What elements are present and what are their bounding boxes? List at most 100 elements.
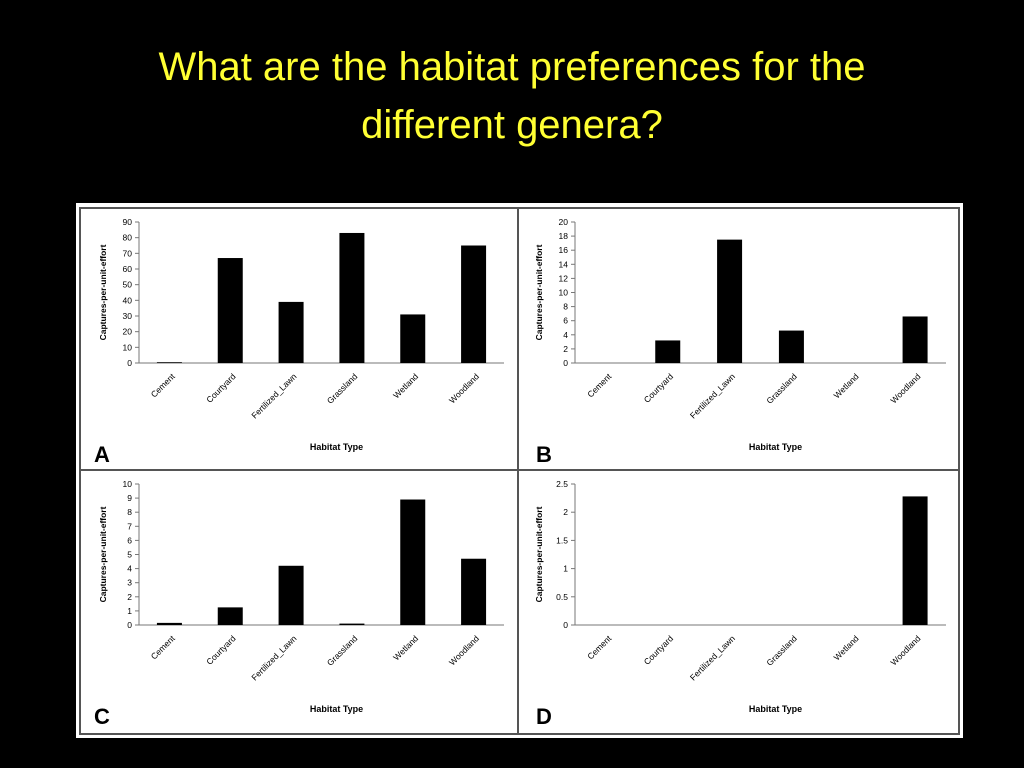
y-tick-label: 30 [123, 311, 133, 321]
bar-fertilized-lawn [278, 301, 304, 363]
y-tick-label: 2 [127, 592, 132, 602]
y-tick-label: 0.5 [556, 592, 568, 602]
slide-title-line-2: different genera? [361, 103, 663, 147]
x-tick-label: Cement [149, 371, 178, 400]
y-tick-label: 10 [123, 342, 133, 352]
charts-svg: 0102030405060708090Captures-per-unit-eff… [79, 207, 960, 735]
panel-label: C [94, 704, 110, 729]
x-axis-title: Habitat Type [749, 442, 802, 452]
y-tick-label: 2 [563, 344, 568, 354]
y-tick-label: 0 [563, 620, 568, 630]
y-axis-title: Captures-per-unit-effort [98, 506, 108, 602]
y-tick-label: 50 [123, 280, 133, 290]
y-tick-label: 0 [127, 620, 132, 630]
x-tick-label: Woodland [888, 633, 922, 667]
x-tick-label: Grassland [764, 633, 799, 668]
bar-cement [156, 622, 182, 625]
y-axis-title: Captures-per-unit-effort [534, 506, 544, 602]
y-tick-label: 10 [123, 479, 133, 489]
y-tick-label: 8 [127, 507, 132, 517]
x-tick-label: Grassland [325, 633, 360, 668]
slide-title: What are the habitat preferences for the… [40, 38, 984, 154]
y-tick-label: 14 [559, 259, 569, 269]
bar-wetland [400, 499, 426, 625]
x-tick-label: Grassland [325, 371, 360, 406]
bar-courtyard [655, 340, 681, 363]
bar-woodland [902, 496, 928, 625]
y-tick-label: 2 [563, 507, 568, 517]
chart-panel-c: 0 1 2 3 4 5 6 7 8 9 10 Captures-per-unit-effort Ceme… [94, 479, 504, 729]
x-tick-label: Courtyard [204, 371, 238, 405]
chart-panel-b: 0 2 4 6 8 10 12 14 16 18 20 Captures-per-unit-effor… [534, 217, 946, 467]
y-axis-title: Captures-per-unit-effort [534, 244, 544, 340]
chart-panel-a: 0 10 20 30 40 50 60 70 80 90 Captures-per-unit-eff… [94, 217, 504, 467]
bar-fertilized-lawn [717, 239, 743, 363]
y-tick-label: 7 [127, 521, 132, 531]
bar-grassland [339, 232, 365, 363]
y-tick-label: 9 [127, 493, 132, 503]
y-tick-label: 90 [123, 217, 133, 227]
y-tick-label: 80 [123, 233, 133, 243]
x-tick-label: Cement [149, 633, 178, 662]
chart-panel-d: 0 0.5 1 1.5 2 2.5 Captures-per-unit-effort Ceme… [534, 479, 946, 729]
y-axis-title: Captures-per-unit-effort [98, 244, 108, 340]
x-tick-label: Wetland [391, 633, 420, 662]
x-tick-label: Fertilized_Lawn [249, 371, 298, 420]
y-tick-label: 12 [559, 273, 569, 283]
x-tick-label: Fertilized_Lawn [688, 371, 737, 420]
y-tick-label: 1 [563, 564, 568, 574]
bar-wetland [400, 314, 426, 363]
bar-fertilized-lawn [278, 565, 304, 625]
panel-label: D [536, 704, 552, 729]
x-tick-label: Wetland [832, 371, 861, 400]
y-tick-label: 3 [127, 578, 132, 588]
y-tick-label: 6 [563, 316, 568, 326]
x-tick-label: Fertilized_Lawn [688, 633, 737, 682]
y-tick-label: 4 [127, 564, 132, 574]
y-tick-label: 70 [123, 248, 133, 258]
y-tick-label: 20 [123, 327, 133, 337]
panel-label: B [536, 442, 552, 467]
y-tick-label: 5 [127, 550, 132, 560]
bar-woodland [461, 245, 487, 363]
x-tick-label: Cement [585, 371, 614, 400]
bar-woodland [902, 316, 928, 363]
y-tick-label: 8 [563, 302, 568, 312]
x-tick-label: Cement [585, 633, 614, 662]
bar-courtyard [217, 607, 243, 625]
panel-label: A [94, 442, 110, 467]
y-tick-label: 1.5 [556, 535, 568, 545]
x-tick-label: Grassland [764, 371, 799, 406]
x-tick-label: Fertilized_Lawn [249, 633, 298, 682]
x-axis-title: Habitat Type [310, 442, 363, 452]
bar-courtyard [217, 258, 243, 363]
y-tick-label: 6 [127, 535, 132, 545]
bar-woodland [461, 558, 487, 625]
x-tick-label: Woodland [447, 633, 481, 667]
chart-figure: 0 10 20 30 40 50 60 70 80 90 Captures-per-unit-eff… [76, 203, 963, 738]
y-tick-label: 18 [559, 231, 569, 241]
y-tick-label: 1 [127, 606, 132, 616]
y-tick-label: 0 [127, 358, 132, 368]
y-tick-label: 60 [123, 264, 133, 274]
x-axis-title: Habitat Type [749, 704, 802, 714]
y-tick-label: 0 [563, 358, 568, 368]
y-tick-label: 10 [559, 288, 569, 298]
x-tick-label: Courtyard [204, 633, 238, 667]
x-axis-title: Habitat Type [310, 704, 363, 714]
x-tick-label: Courtyard [642, 633, 676, 667]
y-tick-label: 4 [563, 330, 568, 340]
y-tick-label: 20 [559, 217, 569, 227]
x-tick-label: Woodland [888, 371, 922, 405]
slide-title-line-1: What are the habitat preferences for the [158, 45, 866, 89]
y-tick-label: 2.5 [556, 479, 568, 489]
x-tick-label: Woodland [447, 371, 481, 405]
bar-cement [156, 362, 182, 363]
x-tick-label: Wetland [832, 633, 861, 662]
y-tick-label: 16 [559, 245, 569, 255]
bar-grassland [778, 330, 804, 363]
bar-grassland [339, 623, 365, 625]
x-tick-label: Courtyard [642, 371, 676, 405]
x-tick-label: Wetland [391, 371, 420, 400]
y-tick-label: 40 [123, 295, 133, 305]
